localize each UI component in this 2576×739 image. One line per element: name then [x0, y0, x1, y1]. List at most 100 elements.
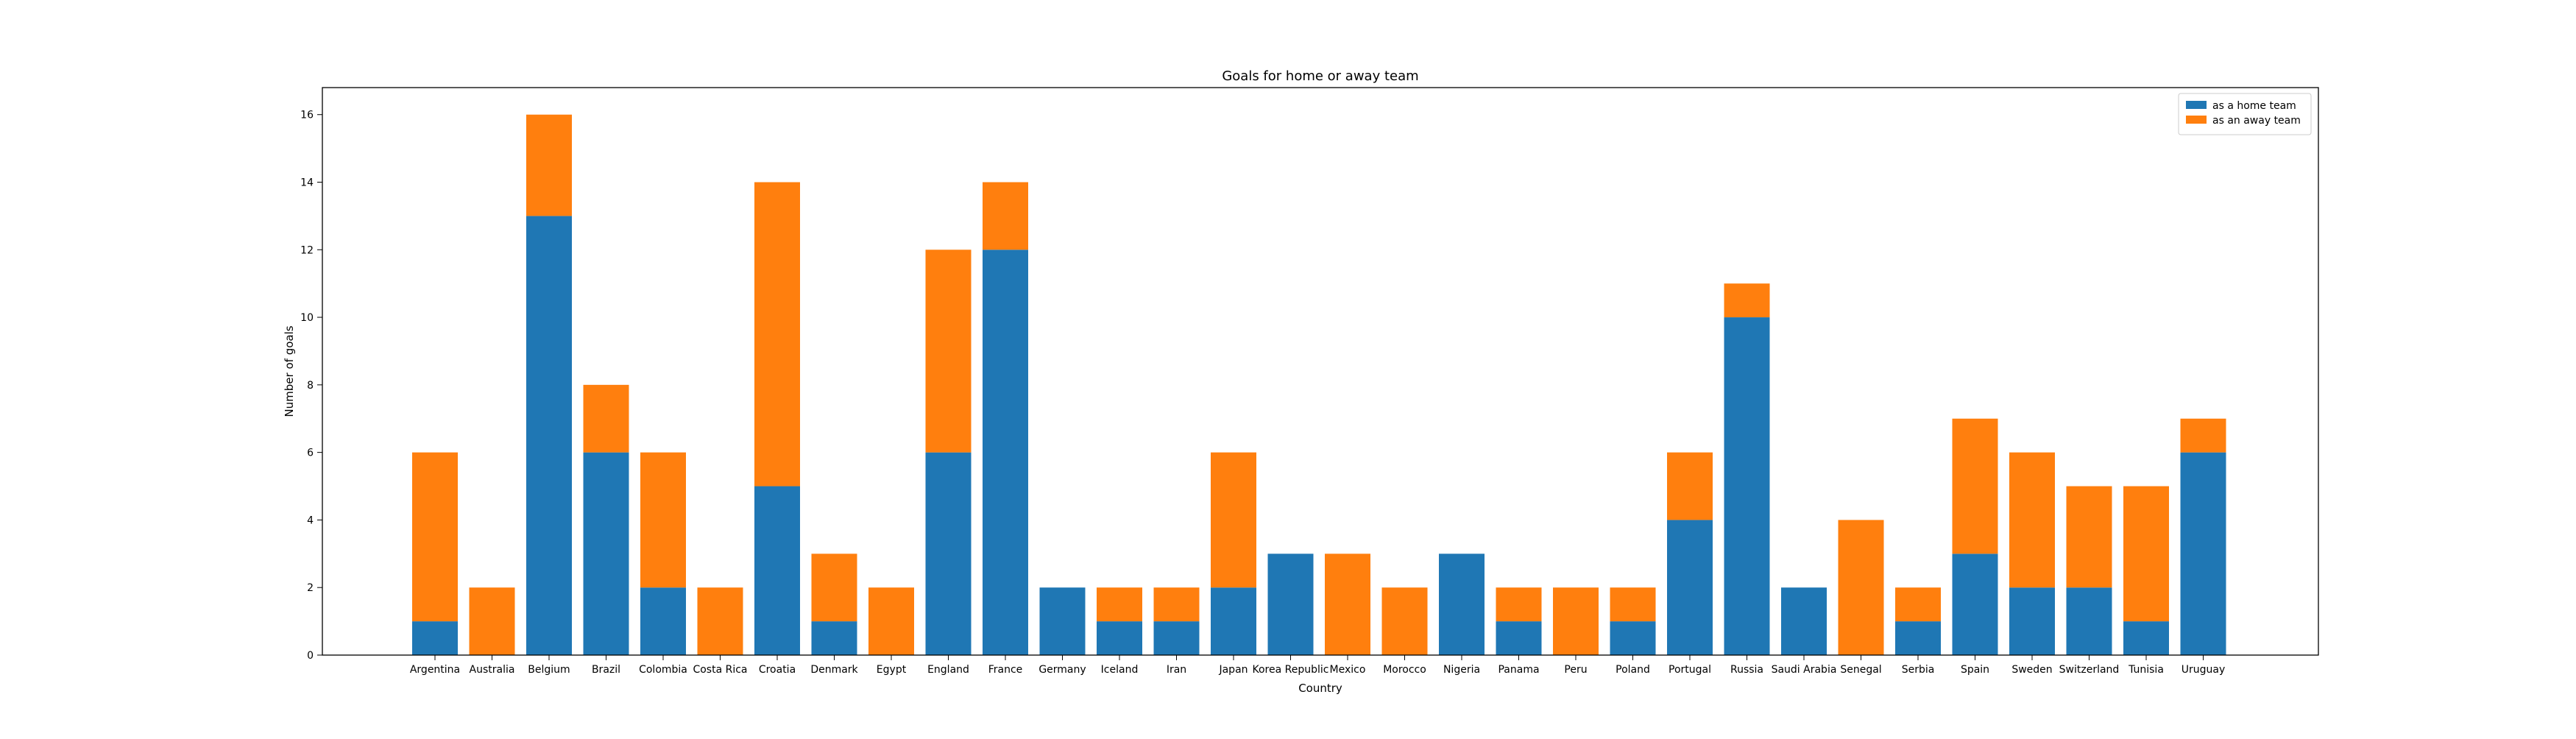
bar-away-belgium — [526, 114, 572, 216]
bar-away-serbia — [1895, 587, 1941, 622]
x-tick-label: Iran — [1167, 664, 1186, 676]
bar-away-tunisia — [2123, 486, 2169, 622]
bar-home-portugal — [1667, 520, 1713, 655]
legend-label-away: as an away team — [2212, 115, 2301, 127]
x-tick-label: Switzerland — [2059, 664, 2120, 676]
bar-home-belgium — [526, 216, 572, 656]
bar-home-croatia — [754, 486, 800, 655]
legend-swatch-away — [2186, 116, 2207, 124]
bar-home-japan — [1211, 587, 1256, 655]
x-tick-label: Costa Rica — [693, 664, 747, 676]
x-tick-label: Egypt — [877, 664, 907, 676]
bar-home-germany — [1039, 587, 1086, 655]
bar-home-saudi-arabia — [1781, 587, 1827, 655]
bar-home-spain — [1952, 554, 1998, 655]
x-tick-label: Portugal — [1669, 664, 1711, 676]
x-tick-label: Tunisia — [2128, 664, 2164, 676]
bar-away-portugal — [1667, 452, 1713, 520]
bar-away-france — [983, 182, 1028, 250]
x-tick-label: Uruguay — [2182, 664, 2226, 676]
bar-away-croatia — [754, 182, 800, 487]
bar-away-panama — [1496, 587, 1542, 622]
bar-away-egypt — [868, 587, 914, 655]
bar-away-iceland — [1097, 587, 1142, 622]
bar-away-japan — [1211, 452, 1256, 588]
x-tick-label: Morocco — [1383, 664, 1426, 676]
y-tick-label: 16 — [300, 110, 314, 121]
bar-home-france — [983, 250, 1028, 655]
bar-home-iran — [1153, 621, 1200, 655]
x-tick-label: Brazil — [592, 664, 620, 676]
bar-away-brazil — [583, 384, 629, 453]
x-tick-label: Panama — [1498, 664, 1539, 676]
x-tick-label: Argentina — [410, 664, 460, 676]
x-tick-label: France — [988, 664, 1023, 676]
bar-away-mexico — [1325, 554, 1370, 655]
bar-away-england — [925, 250, 972, 453]
bar-away-denmark — [811, 554, 857, 622]
x-tick-label: Peru — [1564, 664, 1587, 676]
bar-home-korea-republic — [1267, 554, 1314, 655]
x-ticks: Argentina Australia Belgium Brazil Colombia C… — [410, 655, 2225, 676]
bar-home-panama — [1496, 621, 1542, 655]
bar-away-argentina — [412, 452, 458, 622]
y-axis-label: Number of goals — [283, 325, 296, 417]
x-tick-label: Serbia — [1902, 664, 1935, 676]
x-tick-label: Spain — [1961, 664, 1989, 676]
bars-group — [412, 114, 2226, 656]
legend-swatch-home — [2186, 101, 2207, 109]
y-tick-label: 12 — [300, 244, 314, 256]
bar-away-poland — [1610, 587, 1656, 622]
bar-away-australia — [469, 587, 515, 655]
bar-home-england — [925, 452, 972, 655]
bar-away-iran — [1153, 587, 1200, 622]
x-tick-label: Denmark — [810, 664, 858, 676]
chart-title: Goals for home or away team — [1222, 68, 1418, 84]
x-tick-label: Australia — [470, 664, 515, 676]
y-tick-label: 14 — [300, 177, 314, 189]
bar-home-argentina — [412, 621, 458, 655]
x-tick-label: Nigeria — [1443, 664, 1480, 676]
bar-away-spain — [1952, 418, 1998, 554]
bar-away-russia — [1724, 283, 1770, 318]
bar-home-switzerland — [2066, 587, 2112, 655]
y-ticks: 0 2 4 6 8 10 12 14 16 — [300, 110, 322, 662]
bar-home-russia — [1724, 317, 1770, 655]
x-tick-label: Mexico — [1330, 664, 1366, 676]
x-tick-label: Colombia — [639, 664, 687, 676]
legend: as a home team as an away team — [2178, 93, 2312, 135]
bar-home-poland — [1610, 621, 1656, 655]
plot-frame — [322, 87, 2319, 656]
x-tick-label: Croatia — [759, 664, 796, 676]
x-tick-label: England — [927, 664, 969, 676]
bar-away-peru — [1553, 587, 1599, 655]
y-tick-label: 2 — [307, 582, 314, 594]
bar-away-uruguay — [2180, 418, 2226, 453]
bar-away-colombia — [640, 452, 686, 588]
bar-home-nigeria — [1439, 554, 1485, 655]
x-axis-label: Country — [1298, 682, 1342, 695]
y-tick-label: 0 — [307, 650, 314, 662]
bar-home-brazil — [583, 452, 629, 655]
y-tick-label: 4 — [307, 515, 314, 526]
legend-box — [2178, 93, 2312, 135]
y-tick-label: 10 — [300, 312, 314, 324]
y-tick-label: 6 — [307, 448, 314, 459]
bar-home-iceland — [1097, 621, 1142, 655]
bar-home-tunisia — [2123, 621, 2169, 655]
x-tick-label: Iceland — [1101, 664, 1139, 676]
x-tick-label: Russia — [1730, 664, 1763, 676]
x-tick-label: Poland — [1616, 664, 1650, 676]
bar-away-switzerland — [2066, 486, 2112, 588]
bar-away-sweden — [2009, 452, 2055, 588]
bar-home-uruguay — [2180, 452, 2226, 655]
bar-away-morocco — [1381, 587, 1428, 655]
x-tick-label: Senegal — [1840, 664, 1881, 676]
bar-away-senegal — [1838, 520, 1884, 655]
bar-away-costa-rica — [697, 587, 743, 655]
x-tick-label: Germany — [1038, 664, 1086, 676]
x-tick-label: Japan — [1218, 664, 1248, 676]
bar-home-denmark — [811, 621, 857, 655]
